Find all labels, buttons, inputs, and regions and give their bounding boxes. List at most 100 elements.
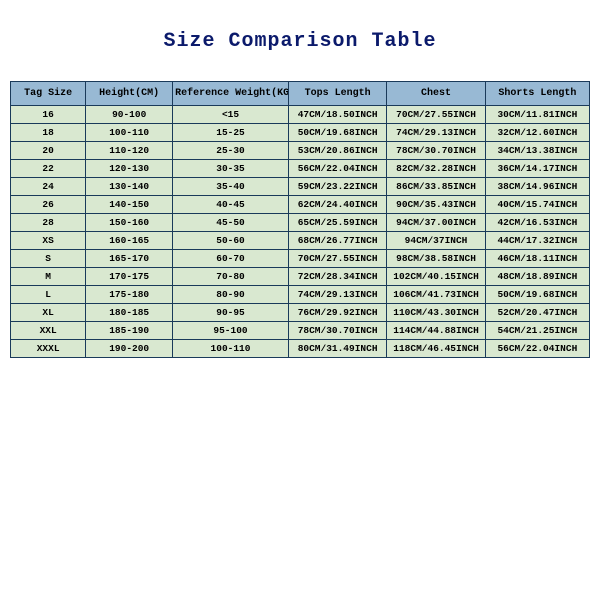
table-row: XS160-16550-6068CM/26.77INCH94CM/37INCH4… bbox=[11, 232, 590, 250]
table-cell: 28 bbox=[11, 214, 86, 232]
table-cell: 70CM/27.55INCH bbox=[387, 106, 485, 124]
table-cell: 30CM/11.81INCH bbox=[485, 106, 589, 124]
table-cell: 94CM/37.00INCH bbox=[387, 214, 485, 232]
table-cell: 78CM/30.70INCH bbox=[387, 142, 485, 160]
col-shorts-length: Shorts Length bbox=[485, 82, 589, 106]
table-cell: 78CM/30.70INCH bbox=[288, 322, 386, 340]
table-cell: 40CM/15.74INCH bbox=[485, 196, 589, 214]
table-row: L175-18080-9074CM/29.13INCH106CM/41.73IN… bbox=[11, 286, 590, 304]
table-cell: 35-40 bbox=[173, 178, 289, 196]
table-row: 24130-14035-4059CM/23.22INCH86CM/33.85IN… bbox=[11, 178, 590, 196]
table-cell: 56CM/22.04INCH bbox=[485, 340, 589, 358]
table-header-row: Tag Size Height(CM) Reference Weight(KG)… bbox=[11, 82, 590, 106]
table-row: XL180-18590-9576CM/29.92INCH110CM/43.30I… bbox=[11, 304, 590, 322]
table-cell: 95-100 bbox=[173, 322, 289, 340]
table-cell: 94CM/37INCH bbox=[387, 232, 485, 250]
table-cell: 82CM/32.28INCH bbox=[387, 160, 485, 178]
table-row: 28150-16045-5065CM/25.59INCH94CM/37.00IN… bbox=[11, 214, 590, 232]
table-row: M170-17570-8072CM/28.34INCH102CM/40.15IN… bbox=[11, 268, 590, 286]
table-cell: 32CM/12.60INCH bbox=[485, 124, 589, 142]
col-tops-length: Tops Length bbox=[288, 82, 386, 106]
table-cell: 114CM/44.88INCH bbox=[387, 322, 485, 340]
table-row: 1690-100<1547CM/18.50INCH70CM/27.55INCH3… bbox=[11, 106, 590, 124]
table-cell: 25-30 bbox=[173, 142, 289, 160]
table-row: 22120-13030-3556CM/22.04INCH82CM/32.28IN… bbox=[11, 160, 590, 178]
table-cell: 54CM/21.25INCH bbox=[485, 322, 589, 340]
table-cell: 120-130 bbox=[86, 160, 173, 178]
table-cell: 80-90 bbox=[173, 286, 289, 304]
table-cell: 44CM/17.32INCH bbox=[485, 232, 589, 250]
table-cell: 80CM/31.49INCH bbox=[288, 340, 386, 358]
table-cell: S bbox=[11, 250, 86, 268]
table-cell: 59CM/23.22INCH bbox=[288, 178, 386, 196]
table-cell: 62CM/24.40INCH bbox=[288, 196, 386, 214]
col-chest: Chest bbox=[387, 82, 485, 106]
table-cell: 50CM/19.68INCH bbox=[288, 124, 386, 142]
table-cell: <15 bbox=[173, 106, 289, 124]
table-cell: 48CM/18.89INCH bbox=[485, 268, 589, 286]
table-cell: 20 bbox=[11, 142, 86, 160]
table-cell: 56CM/22.04INCH bbox=[288, 160, 386, 178]
table-cell: 110CM/43.30INCH bbox=[387, 304, 485, 322]
table-row: S165-17060-7070CM/27.55INCH98CM/38.58INC… bbox=[11, 250, 590, 268]
table-cell: 16 bbox=[11, 106, 86, 124]
table-cell: 65CM/25.59INCH bbox=[288, 214, 386, 232]
page-title: Size Comparison Table bbox=[163, 30, 436, 53]
table-cell: 50-60 bbox=[173, 232, 289, 250]
table-cell: XL bbox=[11, 304, 86, 322]
size-table: Tag Size Height(CM) Reference Weight(KG)… bbox=[10, 81, 590, 358]
table-cell: 68CM/26.77INCH bbox=[288, 232, 386, 250]
table-cell: 76CM/29.92INCH bbox=[288, 304, 386, 322]
table-cell: 47CM/18.50INCH bbox=[288, 106, 386, 124]
table-cell: L bbox=[11, 286, 86, 304]
table-cell: 98CM/38.58INCH bbox=[387, 250, 485, 268]
table-cell: 150-160 bbox=[86, 214, 173, 232]
table-cell: 102CM/40.15INCH bbox=[387, 268, 485, 286]
table-cell: 53CM/20.86INCH bbox=[288, 142, 386, 160]
table-cell: 90CM/35.43INCH bbox=[387, 196, 485, 214]
table-cell: 190-200 bbox=[86, 340, 173, 358]
table-body: 1690-100<1547CM/18.50INCH70CM/27.55INCH3… bbox=[11, 106, 590, 358]
table-cell: 175-180 bbox=[86, 286, 173, 304]
table-cell: 160-165 bbox=[86, 232, 173, 250]
table-cell: 185-190 bbox=[86, 322, 173, 340]
table-cell: 42CM/16.53INCH bbox=[485, 214, 589, 232]
table-cell: M bbox=[11, 268, 86, 286]
table-cell: 50CM/19.68INCH bbox=[485, 286, 589, 304]
table-cell: 100-110 bbox=[86, 124, 173, 142]
table-cell: 70-80 bbox=[173, 268, 289, 286]
table-cell: 40-45 bbox=[173, 196, 289, 214]
table-row: 20110-12025-3053CM/20.86INCH78CM/30.70IN… bbox=[11, 142, 590, 160]
table-cell: 100-110 bbox=[173, 340, 289, 358]
table-row: 26140-15040-4562CM/24.40INCH90CM/35.43IN… bbox=[11, 196, 590, 214]
table-row: 18100-11015-2550CM/19.68INCH74CM/29.13IN… bbox=[11, 124, 590, 142]
table-row: XXXL190-200100-11080CM/31.49INCH118CM/46… bbox=[11, 340, 590, 358]
table-cell: 110-120 bbox=[86, 142, 173, 160]
col-tag-size: Tag Size bbox=[11, 82, 86, 106]
table-cell: 130-140 bbox=[86, 178, 173, 196]
table-cell: 26 bbox=[11, 196, 86, 214]
table-cell: 24 bbox=[11, 178, 86, 196]
table-cell: 106CM/41.73INCH bbox=[387, 286, 485, 304]
table-cell: 180-185 bbox=[86, 304, 173, 322]
table-cell: 74CM/29.13INCH bbox=[288, 286, 386, 304]
table-cell: 86CM/33.85INCH bbox=[387, 178, 485, 196]
table-cell: 60-70 bbox=[173, 250, 289, 268]
table-cell: 52CM/20.47INCH bbox=[485, 304, 589, 322]
table-row: XXL185-19095-10078CM/30.70INCH114CM/44.8… bbox=[11, 322, 590, 340]
table-cell: 90-95 bbox=[173, 304, 289, 322]
table-cell: 140-150 bbox=[86, 196, 173, 214]
table-cell: 165-170 bbox=[86, 250, 173, 268]
table-cell: 118CM/46.45INCH bbox=[387, 340, 485, 358]
col-reference-weight: Reference Weight(KG) bbox=[173, 82, 289, 106]
table-cell: 30-35 bbox=[173, 160, 289, 178]
table-cell: 38CM/14.96INCH bbox=[485, 178, 589, 196]
table-cell: 90-100 bbox=[86, 106, 173, 124]
table-cell: 46CM/18.11INCH bbox=[485, 250, 589, 268]
table-cell: 22 bbox=[11, 160, 86, 178]
table-cell: 34CM/13.38INCH bbox=[485, 142, 589, 160]
table-cell: XS bbox=[11, 232, 86, 250]
table-cell: 15-25 bbox=[173, 124, 289, 142]
col-height: Height(CM) bbox=[86, 82, 173, 106]
table-cell: 18 bbox=[11, 124, 86, 142]
